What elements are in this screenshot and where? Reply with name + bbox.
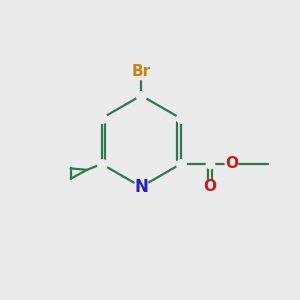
Text: N: N [134, 178, 148, 196]
Text: O: O [225, 157, 238, 172]
Text: O: O [204, 179, 217, 194]
Text: Br: Br [132, 64, 151, 79]
